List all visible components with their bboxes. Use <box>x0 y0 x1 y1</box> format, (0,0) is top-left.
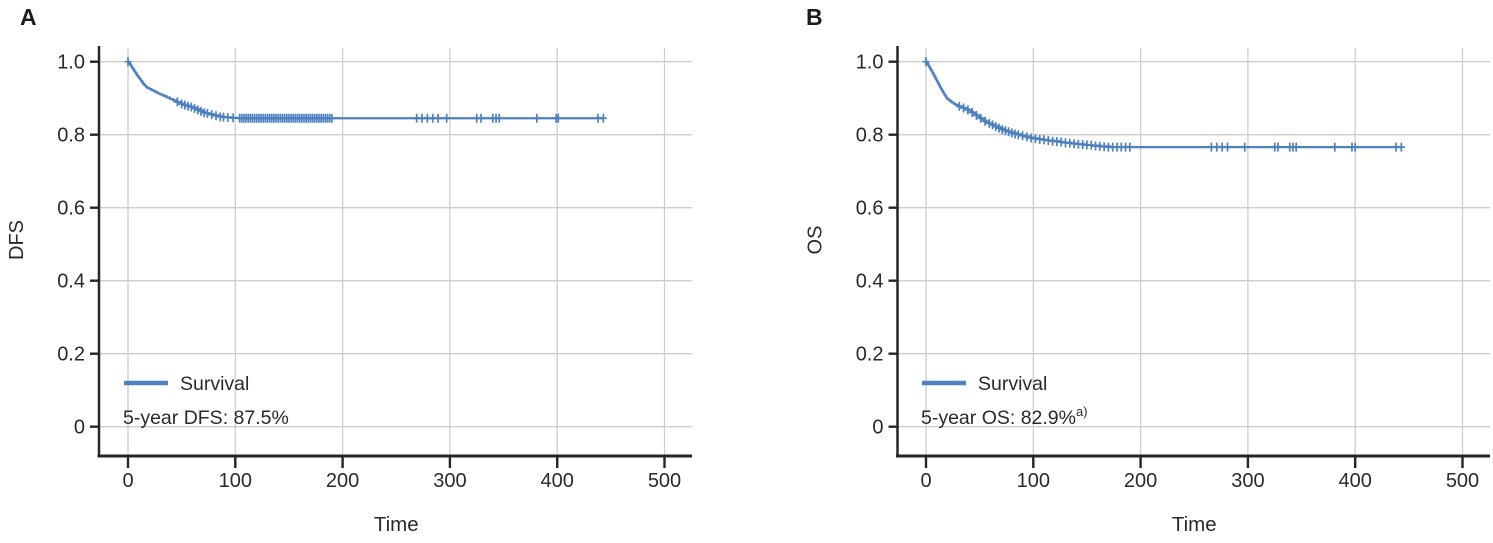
censor-mark <box>599 113 607 123</box>
censor-mark <box>1292 142 1300 152</box>
y-tick-label: 0.8 <box>57 125 85 147</box>
x-tick-label: 300 <box>1231 470 1264 492</box>
x-tick-label: 500 <box>1446 470 1479 492</box>
km-panel-os: B 0 0.2 0.4 0.6 0.8 1.0 0 100 200 300 400 500 OS Time… <box>746 0 1493 543</box>
censor-mark <box>960 103 968 113</box>
censor-mark <box>124 57 132 67</box>
censor-mark <box>989 120 997 130</box>
x-tick-label: 200 <box>1124 470 1157 492</box>
five-year-annotation: 5-year OS: 82.9%a) <box>921 404 1088 429</box>
y-tick-label: 0.8 <box>856 125 884 147</box>
x-tick-label: 400 <box>1339 470 1372 492</box>
censor-mark <box>972 110 980 120</box>
censor-mark <box>964 105 972 115</box>
censor-mark <box>208 110 216 120</box>
censor-mark <box>191 103 199 113</box>
y-tick-label: 0 <box>74 417 85 439</box>
censor-mark <box>194 105 202 115</box>
censor-mark <box>181 100 189 110</box>
censor-mark <box>173 97 181 107</box>
censor-mark <box>981 116 989 126</box>
censor-mark <box>1005 127 1013 137</box>
y-tick-label: 0.4 <box>57 271 85 293</box>
censor-mark <box>1331 142 1339 152</box>
os-survival-chart: 0 0.2 0.4 0.6 0.8 1.0 0 100 200 300 400 500 OS Time Su… <box>805 46 1490 536</box>
x-tick-label: 200 <box>326 470 359 492</box>
censor-mark <box>434 113 442 123</box>
censor-mark <box>212 111 220 121</box>
x-tick-label: 0 <box>122 470 133 492</box>
panel-label-b: B <box>806 4 824 30</box>
x-tick-label: 100 <box>219 470 252 492</box>
censor-mark <box>197 106 205 116</box>
censor-mark <box>187 102 195 112</box>
annotation-superscript: a) <box>1076 404 1088 419</box>
censor-mark <box>203 109 211 119</box>
censor-mark <box>477 113 485 123</box>
censor-mark <box>998 125 1006 135</box>
censor-mark <box>1019 131 1027 141</box>
censor-mark <box>1241 142 1249 152</box>
censor-mark <box>328 113 336 123</box>
x-tick-label: 0 <box>920 470 931 492</box>
censor-mark <box>985 118 993 128</box>
censor-mark <box>1014 130 1022 140</box>
legend-label: Survival <box>180 373 249 395</box>
censor-mark <box>922 57 930 67</box>
censor-mark <box>1351 142 1359 152</box>
y-axis-title: DFS <box>6 220 28 260</box>
censor-mark <box>1126 142 1134 152</box>
censor-mark <box>533 113 541 123</box>
censor-mark <box>1008 128 1016 138</box>
censor-mark <box>1224 142 1232 152</box>
y-tick-label: 0 <box>872 417 883 439</box>
y-tick-label: 0.6 <box>57 198 85 220</box>
x-axis-title: Time <box>1172 513 1217 536</box>
censor-mark <box>229 113 237 123</box>
censor-mark <box>1001 126 1009 136</box>
x-tick-label: 100 <box>1017 470 1050 492</box>
censor-mark <box>992 122 1000 132</box>
x-tick-label: 300 <box>433 470 466 492</box>
dfs-survival-chart: 0 0.2 0.4 0.6 0.8 1.0 0 100 200 300 400 500 DFS Time S… <box>6 46 692 536</box>
five-year-annotation: 5-year DFS: 87.5% <box>123 407 289 429</box>
y-tick-label: 1.0 <box>856 52 884 74</box>
censor-mark <box>995 123 1003 133</box>
censor-mark <box>1397 142 1405 152</box>
censor-mark <box>1023 132 1031 142</box>
y-tick-label: 0.4 <box>856 271 884 293</box>
x-tick-label: 500 <box>648 470 681 492</box>
km-panel-dfs: A 0 0.2 0.4 0.6 0.8 1.0 0 100 200 300 400 500 DFS Tim… <box>0 0 746 543</box>
censor-mark <box>968 107 976 117</box>
y-tick-label: 0.2 <box>57 344 85 366</box>
y-tick-label: 0.6 <box>856 198 884 220</box>
panel-label-a: A <box>20 4 38 30</box>
x-axis-title: Time <box>374 513 419 536</box>
censor-mark <box>955 101 963 111</box>
censor-mark <box>977 113 985 123</box>
y-axis-title: OS <box>805 226 827 255</box>
x-tick-label: 400 <box>541 470 574 492</box>
censor-mark <box>495 113 503 123</box>
y-tick-label: 1.0 <box>57 52 85 74</box>
legend-label: Survival <box>978 373 1047 395</box>
censor-mark <box>178 99 186 109</box>
y-tick-label: 0.2 <box>856 344 884 366</box>
censor-mark <box>1274 142 1282 152</box>
censor-mark <box>443 113 451 123</box>
censor-mark <box>554 113 562 123</box>
